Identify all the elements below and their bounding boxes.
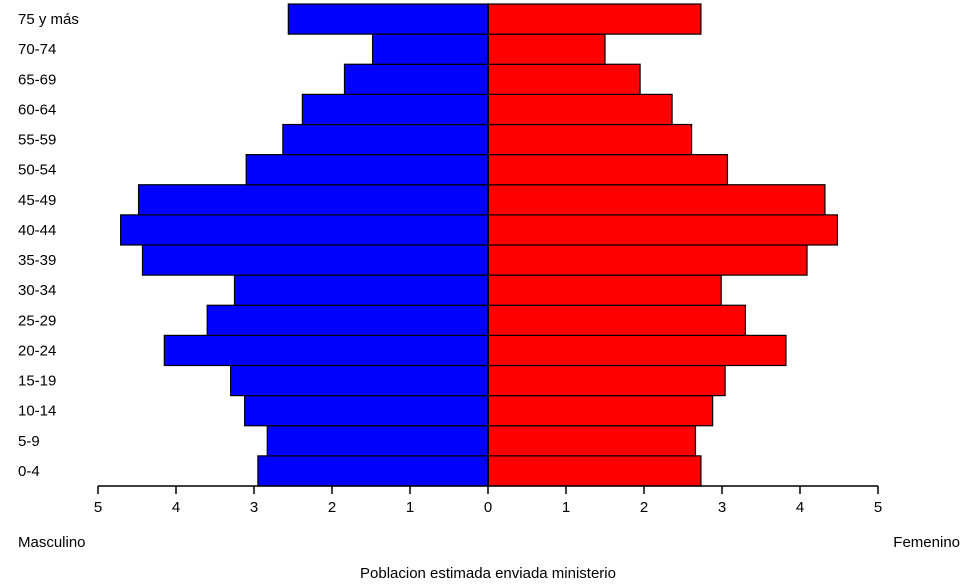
x-tick-label: 1 [562, 499, 570, 516]
category-label: 0-4 [18, 463, 40, 480]
category-label: 45-49 [18, 192, 56, 209]
bar-femenino-40-44 [487, 214, 839, 246]
bar-masculino-55-59 [282, 123, 489, 156]
x-tick-label: 4 [796, 499, 804, 516]
bar-femenino-55-59 [487, 123, 693, 156]
x-tick-label: 3 [250, 499, 258, 516]
right-axis-label: Femenino [893, 534, 960, 551]
bar-femenino-70-74 [487, 33, 606, 65]
bar-femenino-15-19 [487, 364, 726, 397]
bar-femenino-75 y más [487, 3, 702, 35]
category-label: 60-64 [18, 101, 56, 118]
category-label: 30-34 [18, 282, 56, 299]
category-label: 50-54 [18, 162, 56, 179]
bar-femenino-45-49 [487, 184, 826, 216]
bar-femenino-35-39 [487, 244, 808, 276]
bar-masculino-65-69 [343, 63, 489, 95]
x-tick-label: 3 [718, 499, 726, 516]
category-labels: 0-4 5-9 10-14 15-19 20-24 25-29 30-34 35-39 40-4… [18, 11, 79, 480]
category-label: 15-19 [18, 373, 56, 390]
x-tick-label: 2 [328, 499, 336, 516]
x-axis: 5 4 3 2 1 0 1 2 3 4 5 [94, 4, 882, 516]
bar-masculino-10-14 [244, 395, 489, 427]
category-label: 35-39 [18, 252, 56, 269]
bar-femenino-10-14 [487, 395, 714, 427]
bar-femenino-30-34 [487, 274, 722, 306]
bars-group [120, 3, 839, 487]
bar-femenino-5-9 [487, 425, 697, 457]
category-label: 65-69 [18, 71, 56, 88]
bar-masculino-75 y más [287, 3, 489, 35]
bar-femenino-65-69 [487, 63, 641, 95]
bar-masculino-70-74 [371, 33, 489, 65]
bar-masculino-30-34 [233, 274, 489, 306]
bar-masculino-0-4 [257, 455, 489, 487]
bar-masculino-20-24 [163, 334, 489, 367]
x-tick-label: 2 [640, 499, 648, 516]
category-label: 40-44 [18, 222, 56, 239]
bar-femenino-60-64 [487, 93, 673, 126]
bar-masculino-15-19 [230, 364, 489, 397]
x-tick-label: 5 [874, 499, 882, 516]
bar-masculino-35-39 [141, 244, 489, 276]
bar-femenino-20-24 [487, 334, 787, 367]
category-label: 75 y más [18, 11, 79, 28]
bar-femenino-25-29 [487, 304, 746, 336]
bar-masculino-40-44 [120, 214, 489, 246]
category-label: 5-9 [18, 433, 40, 450]
bar-femenino-50-54 [487, 154, 729, 186]
bar-masculino-25-29 [206, 304, 489, 336]
category-label: 25-29 [18, 312, 56, 329]
left-axis-label: Masculino [18, 534, 86, 551]
x-axis-title: Poblacion estimada enviada ministerio [360, 565, 616, 582]
category-label: 10-14 [18, 403, 56, 420]
x-tick-label: 5 [94, 499, 102, 516]
x-tick-label: 1 [406, 499, 414, 516]
x-tick-label: 4 [172, 499, 180, 516]
bar-masculino-60-64 [301, 93, 489, 126]
bar-masculino-45-49 [137, 184, 489, 216]
category-label: 55-59 [18, 132, 56, 149]
bar-masculino-5-9 [266, 425, 489, 457]
bar-masculino-50-54 [245, 154, 489, 186]
category-label: 20-24 [18, 342, 56, 359]
x-tick-label: 0 [484, 499, 492, 516]
bar-femenino-0-4 [487, 455, 702, 487]
category-label: 70-74 [18, 41, 56, 58]
